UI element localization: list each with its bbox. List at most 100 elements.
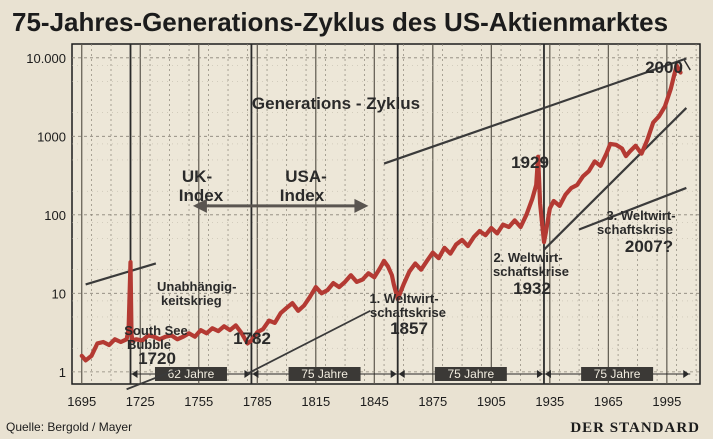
period-arrow-right — [683, 370, 690, 378]
series-point — [496, 232, 499, 235]
series-point — [188, 332, 190, 335]
series-point — [432, 251, 434, 254]
annotation-krise-3: 3. Weltwirt- — [606, 208, 675, 223]
index-arrow-left — [192, 198, 207, 213]
series-point — [408, 270, 411, 273]
series-point — [541, 221, 543, 224]
series-point — [114, 338, 116, 341]
series-point — [350, 274, 352, 277]
annotation-uk-index: UK- — [182, 167, 212, 186]
period-arrow-right — [536, 370, 543, 378]
series-point — [629, 150, 631, 153]
chart-title: 75-Jahres-Generations-Zyklus des US-Akti… — [12, 7, 668, 37]
series-point — [344, 281, 346, 283]
series-point — [223, 325, 225, 328]
series-point — [525, 214, 528, 216]
series-point — [609, 143, 612, 145]
series-point — [135, 338, 138, 341]
series-point — [535, 184, 537, 186]
series-point — [508, 226, 510, 228]
series-point — [164, 335, 167, 338]
series-point — [625, 155, 627, 157]
series-point — [153, 335, 155, 338]
series-point — [120, 341, 122, 343]
trend-line-generation-cycle — [383, 57, 687, 165]
series-point — [291, 302, 294, 304]
y-tick-label: 1 — [59, 365, 66, 380]
series-point — [279, 312, 282, 314]
series-point — [593, 160, 596, 163]
series-point — [170, 334, 173, 337]
series-point — [449, 252, 452, 255]
series-point — [309, 296, 311, 298]
series-point — [240, 332, 243, 335]
series-point — [355, 281, 358, 283]
annotation-south-sea: South See — [124, 323, 188, 338]
series-point — [125, 338, 128, 341]
series-point — [383, 260, 385, 262]
period-bar — [434, 367, 507, 381]
series-point — [652, 121, 654, 124]
x-tick-label: 1935 — [535, 394, 564, 409]
series-point — [393, 283, 395, 286]
trend-line-low-1720 — [126, 367, 180, 391]
period-arrow-right — [244, 370, 251, 378]
period-bar — [288, 367, 361, 381]
series-point — [285, 307, 288, 309]
series-point — [205, 332, 208, 335]
y-tick-label: 100 — [44, 208, 66, 223]
series-point — [130, 333, 133, 336]
annotation-year-2000: 2000 — [645, 58, 683, 77]
annotation-krise-3-year: 2007? — [625, 237, 673, 256]
series-point — [402, 283, 405, 286]
series-point — [338, 286, 341, 288]
period-label: 75 Jahre — [594, 367, 641, 381]
series-point — [315, 286, 317, 288]
series-point — [420, 268, 422, 271]
series-point — [274, 322, 276, 324]
series-point — [387, 265, 389, 268]
series-point — [102, 341, 104, 343]
series-point — [297, 310, 300, 312]
y-tick-label: 10.000 — [26, 51, 66, 66]
annotation-krise-2: schaftskrise — [493, 264, 569, 279]
series-point — [664, 105, 666, 108]
series-point — [426, 260, 428, 262]
series-point — [332, 282, 335, 284]
period-arrow-left — [544, 370, 551, 378]
peak-arrow — [683, 59, 691, 71]
x-tick-label: 1755 — [184, 394, 213, 409]
annotation-year-1782: 1782 — [233, 329, 271, 348]
series-point — [634, 144, 637, 147]
series-point — [159, 338, 161, 341]
series-point — [147, 334, 149, 337]
period-arrow-right — [390, 370, 397, 378]
series-point — [473, 236, 475, 238]
series-point — [545, 231, 547, 233]
source-note: Quelle: Bergold / Mayer — [6, 420, 132, 434]
series-point — [599, 165, 602, 167]
series-point — [564, 194, 567, 196]
series-point — [414, 262, 417, 265]
period-bar — [581, 367, 654, 381]
series-point — [246, 342, 249, 345]
x-tick-label: 1695 — [67, 394, 96, 409]
series-point — [211, 327, 214, 330]
series-point — [182, 335, 184, 338]
series-point — [615, 144, 617, 146]
x-tick-label: 1905 — [477, 394, 506, 409]
chart-subtitle: Generations - Zyklus — [252, 94, 420, 113]
series-point — [621, 147, 623, 150]
trend-line-low-1932 — [543, 107, 688, 251]
series-point — [379, 267, 381, 269]
annotation-unabhaengigkeit: Unabhängig- — [157, 279, 236, 294]
series-point — [570, 187, 573, 189]
annotation-krise-1-year: 1857 — [390, 319, 428, 338]
series-point — [256, 331, 259, 334]
y-tick-label: 1000 — [37, 129, 66, 144]
y-tick-label: 10 — [52, 286, 66, 301]
x-tick-label: 1725 — [126, 394, 155, 409]
series-point — [194, 335, 196, 338]
series-point — [502, 223, 504, 226]
trend-line-top-early — [85, 262, 157, 286]
